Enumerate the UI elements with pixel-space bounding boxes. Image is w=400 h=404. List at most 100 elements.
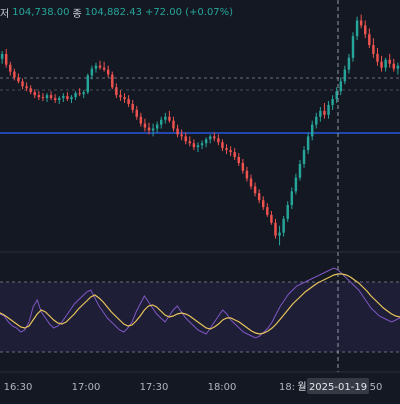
candle-body bbox=[9, 64, 12, 72]
close-value: 104,882.43 bbox=[84, 6, 142, 18]
candle-body bbox=[200, 143, 204, 146]
candle-body bbox=[266, 207, 269, 215]
time-axis-label: 18:00 bbox=[208, 382, 237, 393]
candle-body bbox=[143, 123, 147, 128]
close-key: 종 bbox=[72, 8, 82, 20]
oscillator-main-line bbox=[0, 267, 400, 339]
candle-body bbox=[323, 110, 326, 115]
candle-body bbox=[184, 136, 187, 142]
candle-body bbox=[119, 95, 122, 98]
candle-body bbox=[49, 95, 53, 99]
candle-body bbox=[111, 74, 114, 88]
candle-body bbox=[37, 95, 41, 98]
ohlc-legend: 저 104,738.00 종 104,882.43 +72.00 (+0.07%… bbox=[0, 4, 233, 20]
candle-body bbox=[17, 77, 20, 82]
candle-body bbox=[282, 218, 285, 233]
candle-body bbox=[221, 142, 224, 149]
candle-body bbox=[62, 96, 65, 99]
candle-body bbox=[298, 163, 302, 178]
candle-body bbox=[78, 93, 81, 95]
candle-body bbox=[135, 109, 138, 117]
crosshair-date-label: 2025-01-19 bbox=[309, 382, 367, 393]
candle-body bbox=[306, 136, 310, 151]
candle-body bbox=[106, 69, 110, 75]
candle-body bbox=[86, 75, 90, 93]
candle-body bbox=[172, 120, 175, 129]
candle-body bbox=[396, 65, 400, 69]
candle-body bbox=[392, 63, 396, 69]
crosshair-date-label-bg bbox=[307, 378, 369, 394]
candle-body bbox=[217, 138, 220, 143]
candle-body bbox=[0, 53, 4, 59]
candle-body bbox=[294, 177, 298, 192]
candle-body bbox=[257, 193, 261, 201]
time-axis-label: 17:00 bbox=[72, 382, 101, 393]
candle-body bbox=[127, 99, 130, 104]
candle-body bbox=[368, 34, 371, 46]
candle-body bbox=[29, 88, 32, 93]
candle-body bbox=[196, 145, 200, 148]
candle-body bbox=[339, 81, 342, 92]
candle-body bbox=[58, 98, 61, 101]
candle-body bbox=[13, 71, 16, 78]
candle-body bbox=[115, 87, 118, 96]
open-value: 104,738.00 bbox=[12, 6, 70, 18]
candle-body bbox=[82, 92, 85, 95]
candle-body bbox=[245, 170, 249, 179]
candle-body bbox=[278, 232, 281, 236]
candle-body bbox=[155, 124, 159, 129]
candle-body bbox=[160, 119, 163, 125]
candle-body bbox=[192, 143, 196, 148]
candle-body bbox=[41, 97, 45, 99]
candle-body bbox=[225, 148, 228, 151]
candle-body bbox=[208, 136, 212, 140]
candle-body bbox=[359, 20, 363, 26]
time-axis-label: 18: bbox=[279, 382, 295, 393]
candle-body bbox=[302, 150, 306, 164]
candle-body bbox=[347, 57, 351, 70]
candle-body bbox=[188, 141, 192, 144]
candle-body bbox=[176, 128, 179, 135]
candle-body bbox=[388, 59, 391, 64]
oscillator-signal-line bbox=[0, 273, 400, 335]
candle-body bbox=[249, 178, 253, 187]
candle-body bbox=[70, 97, 73, 100]
time-axis-label: 16:30 bbox=[4, 382, 33, 393]
candle-body bbox=[237, 157, 240, 163]
candle-body bbox=[274, 222, 277, 236]
crosshair-date-prefix: 월 bbox=[297, 381, 306, 393]
candle-body bbox=[233, 152, 236, 158]
candle-body bbox=[241, 162, 245, 171]
candle-body bbox=[102, 67, 106, 70]
candle-body bbox=[351, 36, 355, 58]
candle-body bbox=[66, 96, 69, 100]
candle-body bbox=[372, 45, 375, 54]
candle-body bbox=[270, 214, 273, 223]
candle-body bbox=[213, 136, 216, 139]
candle-body bbox=[229, 150, 232, 153]
candle-body bbox=[4, 53, 8, 65]
candle-body bbox=[45, 95, 49, 99]
candle-body bbox=[151, 128, 155, 131]
candle-body bbox=[253, 186, 257, 194]
candle-body bbox=[376, 53, 379, 62]
candle-body bbox=[319, 110, 322, 117]
change-value: +72.00 (+0.07%) bbox=[144, 6, 234, 18]
candle-body bbox=[335, 91, 338, 100]
candle-body bbox=[315, 116, 318, 125]
candle-body bbox=[310, 124, 314, 137]
candles-group bbox=[0, 14, 400, 246]
candle-body bbox=[21, 81, 24, 87]
candle-body bbox=[94, 65, 98, 69]
candle-body bbox=[286, 205, 289, 219]
candle-body bbox=[180, 134, 183, 137]
open-key: 저 bbox=[0, 8, 10, 20]
candle-body bbox=[90, 68, 94, 76]
candle-body bbox=[131, 103, 134, 110]
candle-body bbox=[364, 25, 367, 35]
candle-body bbox=[168, 116, 171, 121]
candle-body bbox=[123, 97, 126, 100]
candle-body bbox=[53, 98, 57, 101]
